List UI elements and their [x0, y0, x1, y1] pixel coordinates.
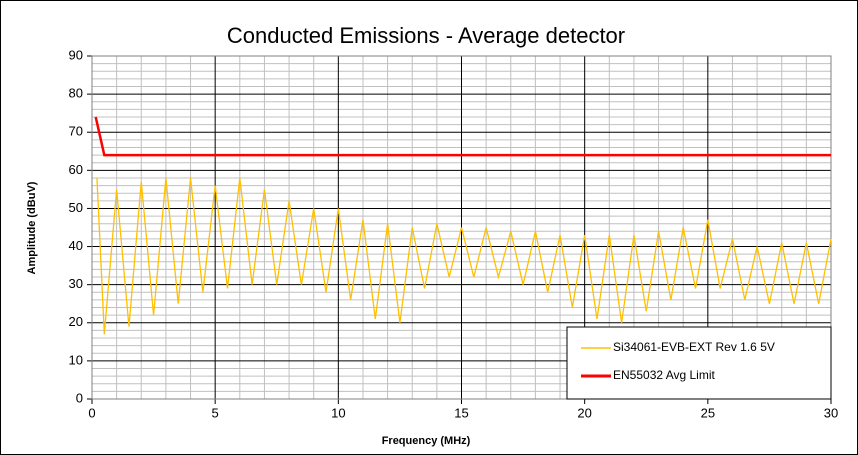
chart-title: Conducted Emissions - Average detector	[227, 23, 625, 48]
legend	[566, 326, 832, 400]
y-tick-label: 60	[69, 162, 83, 177]
y-tick-label: 20	[69, 314, 83, 329]
y-tick-label: 90	[69, 47, 83, 62]
y-tick-label: 0	[76, 390, 83, 405]
plot-border	[91, 55, 832, 400]
x-tick-label: 20	[577, 405, 591, 420]
x-axis-label: Frequency (MHz)	[382, 435, 471, 447]
x-tick-label: 10	[331, 405, 345, 420]
x-tick-label: 25	[701, 405, 715, 420]
y-tick-label: 30	[69, 276, 83, 291]
legend-label: EN55032 Avg Limit	[613, 368, 716, 382]
y-tick-label: 80	[69, 86, 83, 101]
y-tick-label: 40	[69, 238, 83, 253]
x-tick-label: 0	[88, 405, 95, 420]
x-tick-label: 5	[212, 405, 219, 420]
series-line	[94, 116, 831, 157]
series-line	[96, 177, 832, 335]
legend-label: Si34061-EVB-EXT Rev 1.6 5V	[613, 340, 775, 354]
x-tick-label: 15	[454, 405, 468, 420]
y-tick-label: 70	[69, 124, 83, 139]
y-tick-label: 50	[69, 200, 83, 215]
y-axis-label: Amplitude (dBuV)	[26, 181, 38, 274]
y-tick-label: 10	[69, 352, 83, 367]
x-tick-label: 30	[824, 405, 838, 420]
